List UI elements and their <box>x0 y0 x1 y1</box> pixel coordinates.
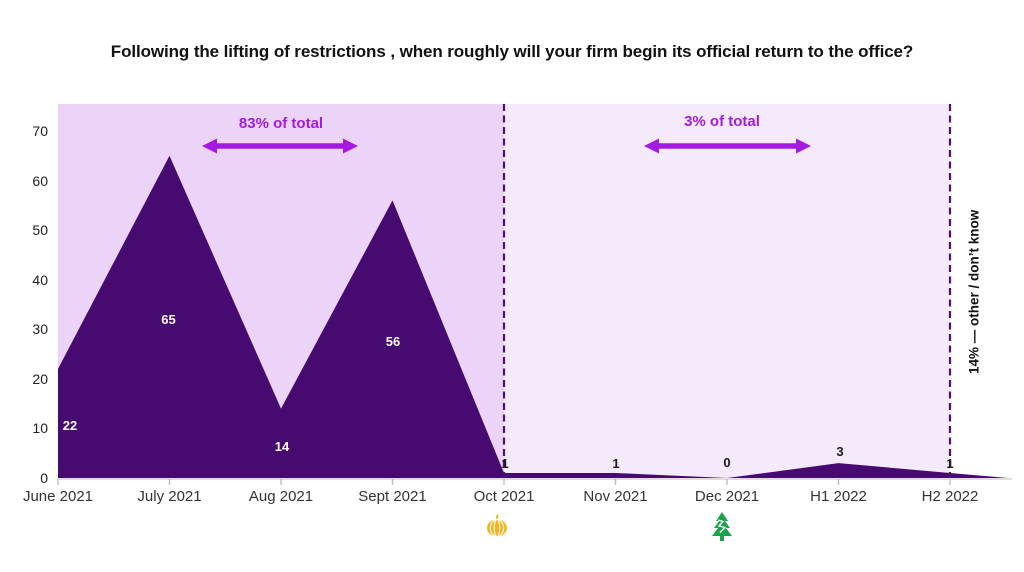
chart-title: Following the lifting of restrictions , … <box>110 42 914 61</box>
area-series <box>58 155 1008 479</box>
band-3pct <box>504 104 950 478</box>
span-arrow <box>202 138 358 154</box>
span-arrow <box>644 138 811 154</box>
